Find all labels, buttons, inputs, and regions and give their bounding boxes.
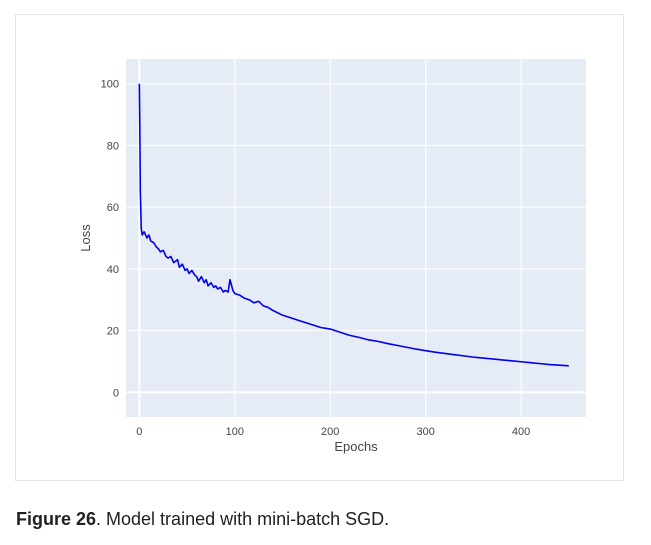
x-tick-label: 400: [512, 426, 530, 438]
y-tick-label: 0: [113, 387, 119, 399]
x-axis-title: Epochs: [334, 439, 378, 454]
x-tick-label: 300: [416, 426, 434, 438]
y-axis-title: Loss: [78, 224, 93, 252]
figure-caption-label: Figure 26: [16, 509, 97, 529]
y-tick-labels: 0 20 40 60 80 100: [101, 79, 119, 400]
x-tick-label: 0: [136, 426, 142, 438]
loss-chart: 0 100 200 300 400 0 20 40 60 80 100 Epochs Loss: [78, 59, 586, 454]
plot-area: [126, 59, 586, 417]
y-tick-label: 40: [107, 264, 119, 276]
figure-frame: 0 100 200 300 400 0 20 40 60 80 100 Epochs Loss: [15, 14, 624, 481]
series-line: [138, 83, 569, 367]
x-tick-label: 100: [226, 426, 244, 438]
x-tick-labels: 0 100 200 300 400: [136, 426, 530, 438]
x-tick-label: 200: [321, 426, 339, 438]
figure-caption-text: . Model trained with mini-batch SGD.: [96, 509, 390, 529]
grid-lines: [126, 59, 586, 417]
y-tick-label: 100: [101, 79, 119, 91]
y-tick-label: 60: [107, 202, 119, 214]
y-tick-label: 20: [107, 326, 119, 338]
figure-caption: Figure 26. Model trained with mini-batch…: [16, 509, 389, 530]
y-tick-label: 80: [107, 140, 119, 152]
